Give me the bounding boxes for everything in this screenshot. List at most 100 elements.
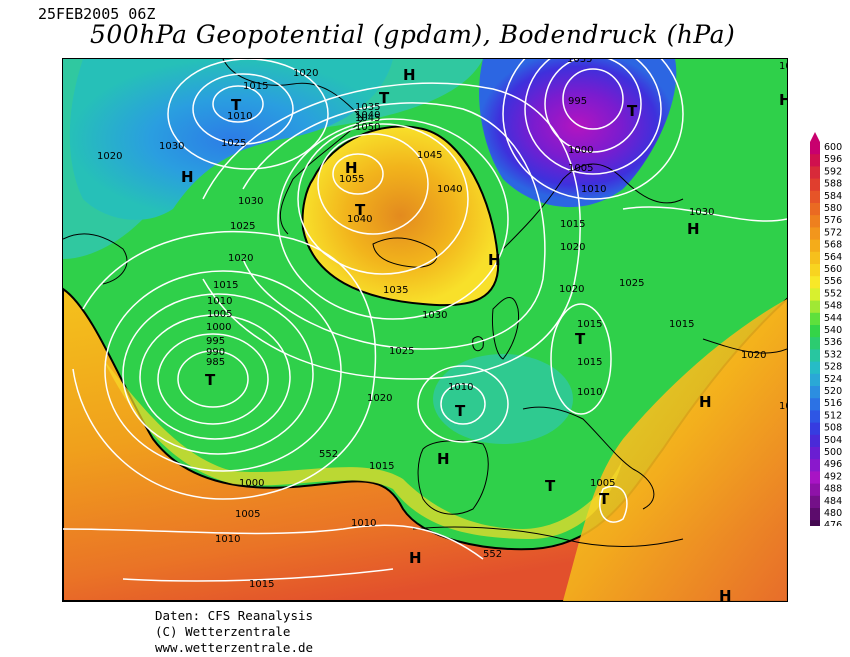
pressure-center-high: H [488, 251, 501, 269]
legend-swatch [810, 361, 820, 375]
legend-value: 500 [824, 447, 842, 458]
contour-labels: 552 552 [319, 449, 502, 560]
pressure-centers: T H H T H T H H H T T T H T T H H H T [181, 66, 787, 601]
legend-value: 492 [824, 471, 842, 482]
isobar-label: 1050 [355, 122, 380, 133]
isobar-ne-1030 [622, 206, 787, 222]
isobar-label: 1010 [577, 387, 602, 398]
legend-value: 480 [824, 508, 842, 519]
isobar-n-995 [562, 68, 624, 130]
contour-label: 552 [483, 549, 502, 560]
weather-map-canvas: 1015 1020 1010 1025 1030 1020 1035 1040 … [63, 59, 787, 601]
isobar-nw-1015 [192, 73, 294, 145]
iberia-coast [417, 440, 489, 515]
legend-swatch [810, 422, 820, 436]
isobar-low-1005 [104, 270, 342, 472]
legend-swatch [810, 520, 820, 533]
552-contour-band [103, 359, 623, 539]
legend-value: 592 [824, 166, 842, 177]
pressure-center-low: T [455, 402, 466, 420]
legend-swatch [810, 434, 820, 448]
isobars [63, 59, 787, 582]
isobar-label: 1015 [249, 579, 274, 590]
pressure-center-low: T [599, 490, 610, 508]
legend-value: 532 [824, 349, 842, 360]
legend-value: 512 [824, 410, 842, 421]
legend-value: 576 [824, 215, 842, 226]
isobar-label: 1010 [227, 111, 252, 122]
legend-swatch [810, 508, 820, 521]
legend-swatch [810, 398, 820, 411]
isobar-label: 1010 [215, 534, 240, 545]
isobar-fr-1010 [440, 383, 486, 425]
legend-swatch [810, 264, 820, 277]
isobar-label: 985 [206, 357, 225, 368]
eastern-coast [702, 338, 787, 354]
isobar-label: 1000 [206, 322, 231, 333]
isobar-med-1005 [599, 485, 628, 523]
isobar-label: 1010 [581, 184, 606, 195]
legend-top-arrow [810, 132, 820, 142]
pressure-center-high: H [345, 159, 358, 177]
isobar-n-1010 [502, 59, 684, 200]
pressure-center-low: T [545, 477, 556, 495]
legend-swatch [810, 203, 820, 216]
legend-swatch [810, 178, 820, 192]
legend-swatch [810, 410, 820, 424]
isobar-label: 1025 [221, 138, 246, 149]
legend-value: 568 [824, 240, 842, 251]
legend-swatch [810, 276, 820, 289]
cyan-zone-france [433, 354, 573, 444]
legend-swatch [810, 154, 820, 167]
legend-swatch [810, 227, 820, 241]
isobar-label: 1015 [669, 319, 694, 330]
legend-value: 580 [824, 203, 842, 214]
isobar-n-1000 [544, 59, 642, 153]
credit-website: www.wetterzentrale.de [155, 640, 314, 655]
isobar-h-1045 [297, 123, 469, 275]
isobar-low-1000 [122, 293, 314, 455]
legend-swatch [810, 239, 820, 253]
legend-value: 540 [824, 325, 842, 336]
isobar-label: 1040 [355, 110, 380, 121]
legend-value: 600 [824, 142, 842, 153]
isobar-label: 1055 [339, 174, 364, 185]
pressure-center-low: T [231, 96, 242, 114]
isobar-label: 1020 [367, 393, 392, 404]
isobar-label: 1015 [560, 219, 585, 230]
legend-value: 484 [824, 496, 842, 507]
legend-swatch [810, 300, 820, 314]
isobar-c-1015 [550, 303, 612, 415]
isobar-label: 1015 [577, 319, 602, 330]
isobar-label: 1020 [293, 68, 318, 79]
isobar-label: 1035 [383, 285, 408, 296]
legend-swatch [810, 373, 820, 387]
isobar-fr-1015 [417, 365, 509, 443]
isobar-h-1040 [277, 118, 509, 320]
greenland-coast [222, 59, 364, 235]
legend-swatch [810, 142, 820, 155]
isobar-h-1050 [317, 133, 429, 235]
isobar-label: 1030 [422, 310, 447, 321]
legend-value: 516 [824, 398, 842, 409]
north-africa-coast [412, 526, 684, 547]
pressure-center-low: T [575, 330, 586, 348]
legend-value: 520 [824, 386, 842, 397]
legend-value: 544 [824, 313, 842, 324]
isobar-label: 1020 [560, 242, 585, 253]
pressure-center-high: H [699, 393, 712, 411]
isobar-labels: 1015 1020 1010 1025 1030 1020 1035 1040 … [97, 59, 787, 590]
legend-value: 560 [824, 264, 842, 275]
legend-swatches [810, 132, 820, 543]
isobar-label: 1015 [369, 461, 394, 472]
legend-swatch [810, 483, 820, 497]
isobar-low-995 [139, 314, 291, 440]
legend-value: 552 [824, 288, 842, 299]
southern-europe-coast [522, 406, 655, 510]
isobar-label: 995 [568, 96, 587, 107]
legend-value: 556 [824, 276, 842, 287]
isobar-s-1015 [122, 568, 394, 582]
isobar-nw-1010 [212, 85, 264, 123]
legend-swatch [810, 312, 820, 326]
